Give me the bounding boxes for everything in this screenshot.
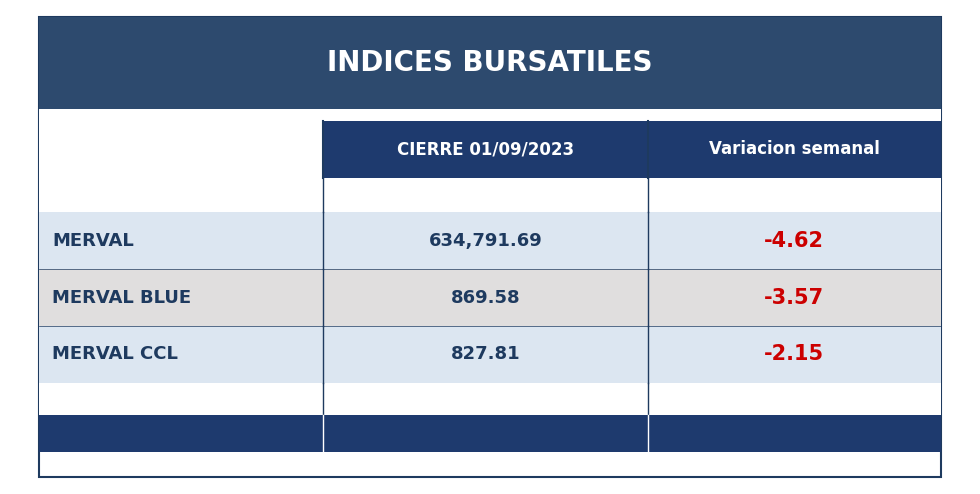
Bar xyxy=(39,17,941,109)
Bar xyxy=(39,121,323,178)
Text: 869.58: 869.58 xyxy=(451,288,520,307)
Bar xyxy=(323,383,648,415)
Text: -2.15: -2.15 xyxy=(764,344,824,365)
Bar xyxy=(39,178,323,212)
Bar xyxy=(323,212,648,269)
Text: -4.62: -4.62 xyxy=(764,231,824,251)
Bar xyxy=(648,178,941,212)
Bar xyxy=(323,121,648,178)
Bar xyxy=(39,383,323,415)
Bar xyxy=(648,212,941,269)
Bar xyxy=(323,178,648,212)
Text: -3.57: -3.57 xyxy=(764,288,824,308)
Bar xyxy=(648,121,941,178)
Text: 634,791.69: 634,791.69 xyxy=(428,232,542,250)
Bar xyxy=(648,269,941,326)
Text: 827.81: 827.81 xyxy=(451,345,520,364)
Bar xyxy=(39,326,323,383)
Text: Variacion semanal: Variacion semanal xyxy=(709,140,880,159)
Bar xyxy=(39,109,941,121)
Bar xyxy=(39,212,323,269)
Text: MERVAL: MERVAL xyxy=(52,232,133,250)
Bar xyxy=(648,383,941,415)
Text: MERVAL BLUE: MERVAL BLUE xyxy=(52,288,191,307)
Text: MERVAL CCL: MERVAL CCL xyxy=(52,345,177,364)
Text: INDICES BURSATILES: INDICES BURSATILES xyxy=(327,49,653,77)
Bar xyxy=(323,326,648,383)
Bar xyxy=(39,415,941,452)
Text: CIERRE 01/09/2023: CIERRE 01/09/2023 xyxy=(397,140,574,159)
Bar xyxy=(39,269,323,326)
Bar xyxy=(323,269,648,326)
Bar xyxy=(648,326,941,383)
